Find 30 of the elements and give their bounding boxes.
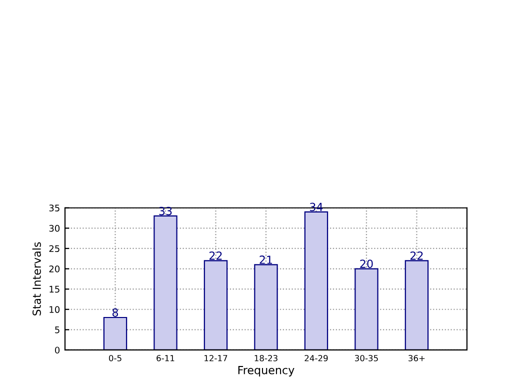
x-tick-label: 30-35 [355, 354, 378, 362]
x-tick-label: 6-11 [156, 354, 174, 362]
data-label: 21 [260, 256, 272, 264]
x-tick-label: 36+ [408, 354, 425, 362]
y-tick-label: 10 [50, 306, 60, 313]
bar [304, 211, 328, 350]
bar [254, 264, 278, 350]
y-tick-label: 35 [49, 204, 60, 212]
x-tick-label: 18-23 [254, 354, 278, 362]
y-tick-label: 20 [49, 266, 60, 272]
bar [103, 316, 128, 350]
data-label: 20 [360, 260, 373, 268]
data-label: 22 [410, 251, 423, 260]
y-tick-label: 15 [50, 286, 60, 293]
x-tick-label: 0-5 [108, 354, 122, 362]
y-axis-title: Stat Intervals [32, 242, 41, 316]
bar [204, 260, 228, 350]
x-tick-label: 24-29 [304, 354, 328, 362]
bar [154, 215, 178, 350]
x-axis-title: Frequency [238, 366, 294, 376]
y-tick-label: 30 [49, 224, 60, 232]
bar [354, 268, 378, 350]
x-tick-label: 12-17 [204, 354, 228, 362]
data-label: 33 [159, 206, 172, 216]
data-label: 8 [112, 308, 118, 317]
y-tick-label: 0 [54, 346, 60, 354]
bar [404, 260, 429, 350]
data-label: 22 [209, 251, 222, 260]
y-tick-label: 5 [55, 326, 60, 334]
y-tick-label: 25 [49, 245, 60, 252]
